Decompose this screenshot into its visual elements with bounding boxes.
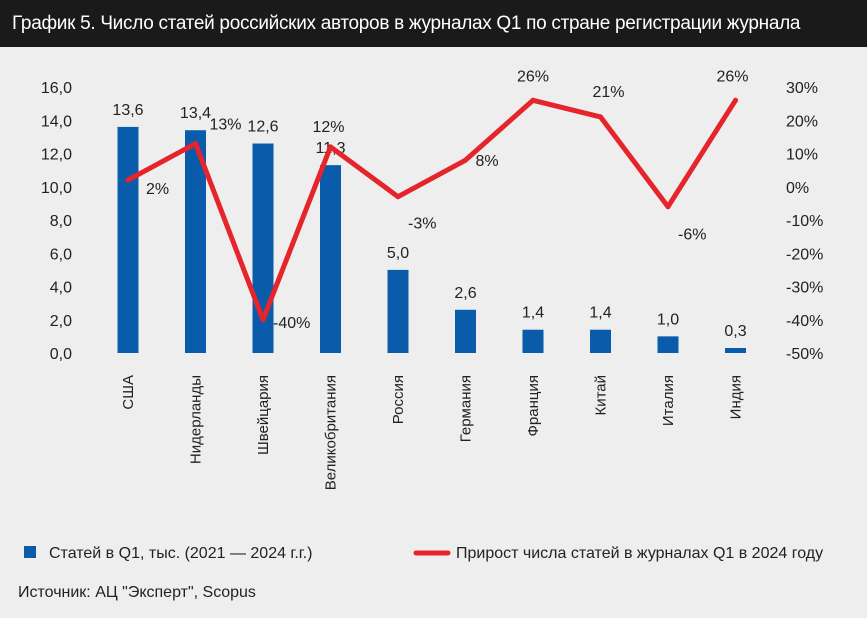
- bar: [725, 348, 746, 353]
- growth-point: [260, 317, 266, 323]
- bar-value-label: 13,4: [180, 105, 211, 122]
- growth-value-label: -40%: [273, 315, 310, 332]
- growth-point: [530, 97, 536, 103]
- legend-bar-label: Статей в Q1, тыс. (2021 — 2024 г.г.): [49, 545, 312, 562]
- category-label: Швейцария: [255, 375, 272, 455]
- y-right-tick-label: -50%: [786, 346, 823, 363]
- category-label: Германия: [458, 375, 475, 442]
- bar-value-label: 2,6: [454, 285, 476, 302]
- y-right-tick-label: -10%: [786, 213, 823, 230]
- y-right-tick-label: -30%: [786, 280, 823, 297]
- y-left-tick-label: 10,0: [41, 180, 72, 197]
- growth-value-label: 12%: [312, 119, 344, 136]
- growth-point: [328, 144, 333, 150]
- growth-value-label: -6%: [678, 227, 706, 244]
- y-left-tick-label: 2,0: [50, 313, 72, 330]
- y-right-tick-label: 20%: [786, 113, 818, 130]
- y-left-tick-label: 16,0: [41, 80, 72, 97]
- chart-title: График 5. Число статей российских авторо…: [0, 0, 867, 47]
- growth-point: [193, 141, 198, 147]
- growth-value-label: 26%: [517, 68, 549, 85]
- bar-value-label: 1,4: [522, 305, 544, 322]
- category-label: Китай: [593, 375, 610, 416]
- growth-value-label: 2%: [146, 181, 169, 198]
- y-left-tick-label: 0,0: [50, 346, 72, 363]
- growth-value-label: -3%: [408, 216, 436, 233]
- category-label: Франция: [525, 375, 542, 436]
- bar-value-label: 0,3: [724, 323, 746, 340]
- y-left-tick-label: 6,0: [50, 246, 72, 263]
- growth-point: [463, 157, 468, 163]
- y-right-tick-label: -20%: [786, 246, 823, 263]
- bar: [185, 130, 206, 353]
- bar-value-label: 5,0: [387, 245, 409, 262]
- bar-value-label: 13,6: [112, 102, 143, 119]
- category-label: Нидерланды: [188, 375, 205, 464]
- y-left-tick-label: 8,0: [50, 213, 72, 230]
- category-label: Великобритания: [323, 375, 340, 490]
- y-left-tick-label: 4,0: [50, 280, 72, 297]
- bar: [455, 309, 476, 353]
- growth-point: [395, 194, 401, 200]
- bar-value-label: 1,0: [657, 311, 679, 328]
- bar: [387, 269, 409, 353]
- category-label: Индия: [728, 375, 745, 419]
- y-right-tick-label: 0%: [786, 180, 809, 197]
- growth-value-label: 26%: [716, 68, 748, 85]
- growth-point: [125, 177, 131, 183]
- y-left-tick-label: 14,0: [41, 113, 72, 130]
- bar-value-label: 1,4: [589, 305, 611, 322]
- combo-chart: 0,0 2,0 4,0 6,0 8,0 10,0 12,0 14,0 16,0 -50% -40% -…: [24, 68, 823, 562]
- category-label: США: [120, 375, 137, 410]
- bar-value-label: 12,6: [247, 119, 278, 136]
- bar: [117, 126, 139, 354]
- legend-bar-swatch: [24, 546, 36, 558]
- category-label: Россия: [390, 375, 407, 424]
- y-right-tick-label: -40%: [786, 313, 823, 330]
- growth-value-label: 21%: [593, 84, 625, 101]
- legend-line-label: Прирост числа статей в журналах Q1 в 202…: [456, 545, 823, 562]
- growth-value-label: 13%: [210, 117, 242, 134]
- bar: [590, 329, 611, 353]
- growth-line: [125, 97, 738, 323]
- y-right-tick-label: 10%: [786, 147, 818, 164]
- category-label: Италия: [660, 375, 677, 426]
- source-note: Источник: АЦ "Эксперт", Scopus: [18, 584, 256, 601]
- growth-point: [733, 97, 738, 103]
- y-left-tick-label: 12,0: [41, 147, 72, 164]
- growth-point: [598, 114, 603, 120]
- y-right-tick-label: 30%: [786, 80, 818, 97]
- bar: [320, 165, 341, 353]
- growth-point: [665, 204, 671, 210]
- growth-value-label: 8%: [476, 153, 499, 170]
- bar: [522, 329, 544, 353]
- bar: [657, 336, 679, 353]
